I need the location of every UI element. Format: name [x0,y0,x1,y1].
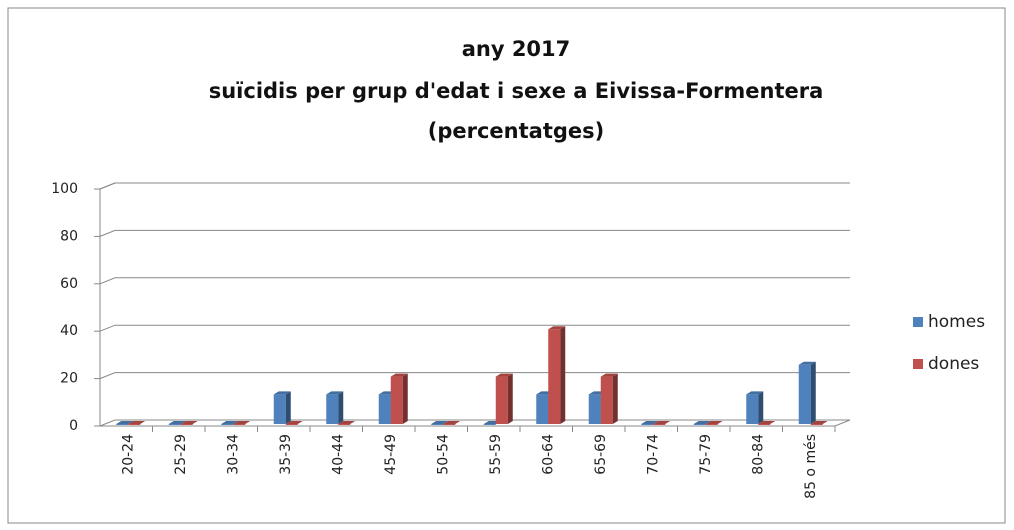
y-tick-label: 60 [60,276,78,292]
chart-title: suïcidis per grup d'edat i sexe a Eiviss… [209,79,824,103]
bar [798,364,811,424]
y-tick-label: 40 [60,323,78,339]
bar [431,424,444,425]
legend-swatch [913,317,923,327]
bar [536,394,549,424]
bar [483,424,496,425]
bar [285,424,298,425]
bar-side [507,373,513,424]
bar-top [326,391,344,395]
bar [443,424,456,425]
bar [273,394,286,424]
bar [600,376,613,424]
bar [693,424,706,425]
x-tick-label: 80-84 [750,434,766,475]
bar-top [390,373,408,377]
bar-top [758,421,776,424]
bar [588,394,601,424]
bar-side [338,391,344,424]
grid-line [99,372,850,380]
bar-top [285,421,303,424]
bar [641,424,654,425]
legend-swatch [913,359,923,369]
bar-side [612,373,618,424]
bar-top [746,391,764,395]
bar-side [560,326,566,424]
bar-top [443,421,461,424]
bar-top [233,421,251,424]
x-tick-label: 50-54 [435,434,451,475]
bar [705,424,718,425]
bar-top [338,421,356,424]
x-tick-label: 45-49 [383,434,399,475]
bar-top [641,421,659,424]
x-tick-label: 40-44 [330,434,346,475]
bar [548,329,561,424]
bar-top [653,421,671,424]
bar [810,424,823,425]
chart-border [7,7,1006,524]
bar [128,424,141,425]
bar-side [402,373,408,424]
y-tick-label: 20 [60,371,78,387]
x-tick-label: 70-74 [645,434,661,475]
bar-top [180,421,198,424]
bar [495,376,508,424]
y-tick-label: 0 [69,418,78,434]
bar-top [798,361,816,365]
bar [233,424,246,425]
bar [746,394,759,424]
y-tick-label: 80 [60,228,78,244]
bar-top [548,326,566,330]
bar [180,424,193,425]
chart-title: any 2017 [462,37,571,61]
bar-side [285,391,291,424]
bar [390,376,403,424]
x-tick-label: 55-59 [488,434,504,475]
legend-label: homes [928,312,985,332]
x-tick-label: 20-24 [120,434,136,475]
bar-top [705,421,723,424]
bar-top [693,421,711,424]
bar [378,394,391,424]
bar-top [495,373,513,377]
legend-label: dones [928,354,979,374]
bar-top [810,421,828,424]
grid-line [99,229,850,237]
x-tick-label: 25-29 [173,434,189,475]
bar [116,424,129,425]
bar [338,424,351,425]
x-tick-label: 30-34 [225,434,241,475]
x-tick-label: 60-64 [540,434,556,475]
x-tick-label: 35-39 [278,434,294,475]
grid-line [99,324,850,332]
grid-line [99,182,850,190]
bar-top [128,421,146,424]
bar [168,424,181,425]
bar-top [116,421,134,424]
x-tick-label: 85 o més [803,434,819,499]
bar-top [168,421,186,424]
bar-top [221,421,239,424]
x-tick-label: 75-79 [698,434,714,475]
bar [758,424,771,425]
bar-top [600,373,618,377]
bar [653,424,666,425]
y-tick-label: 100 [51,181,78,197]
bar [326,394,339,424]
bar [221,424,234,425]
bar-side [758,391,764,424]
bar-top [273,391,291,395]
bar-top [431,421,449,424]
chart-title: (percentatges) [428,119,605,143]
x-tick-label: 65-69 [593,434,609,475]
bar-side [810,361,816,424]
grid-line [99,277,850,285]
